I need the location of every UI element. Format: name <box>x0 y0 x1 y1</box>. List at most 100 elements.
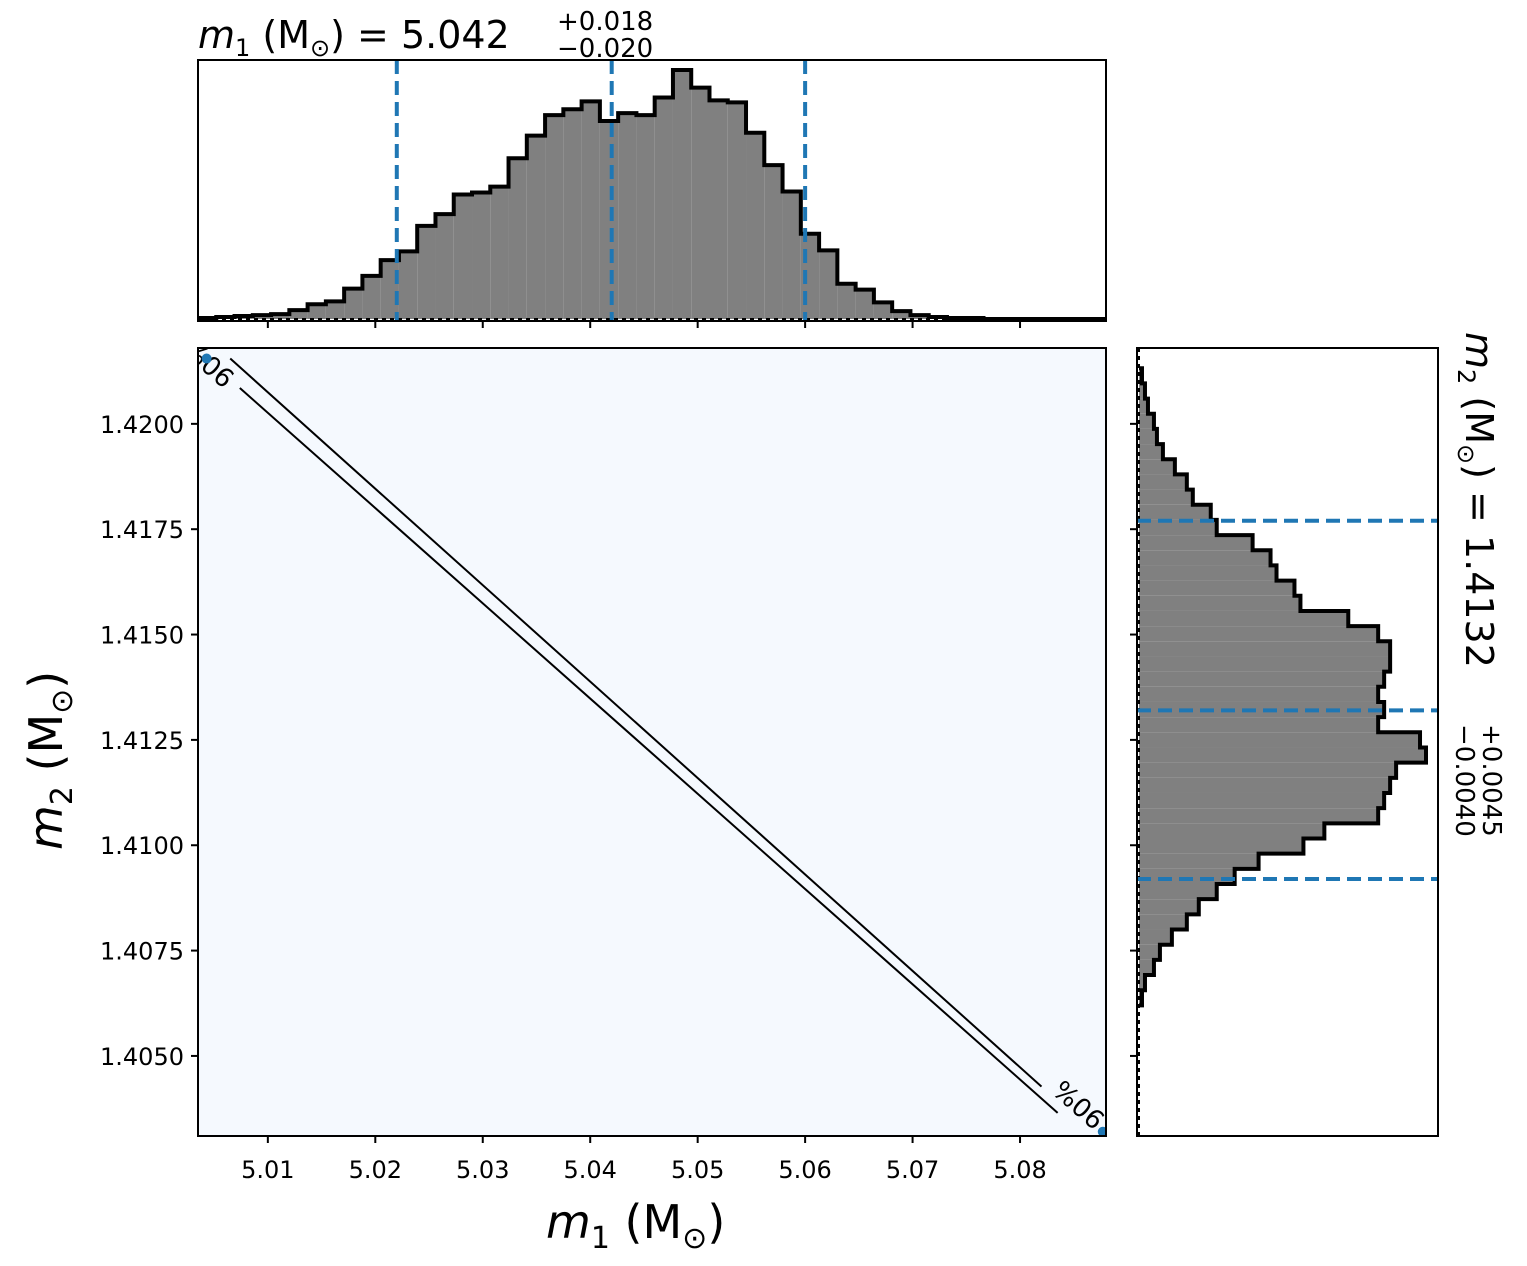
m1-histogram-bar <box>727 102 747 319</box>
m2-histogram-bar <box>1139 444 1163 460</box>
m2-histogram-bar <box>1139 428 1157 445</box>
m1-histogram-bar <box>746 132 765 319</box>
m2-histogram-bar <box>1139 747 1426 763</box>
m2-histogram-bar <box>1139 899 1199 915</box>
contour-90-line <box>205 357 1059 1114</box>
m2-histogram-bar <box>1139 383 1145 399</box>
m2-histogram-bar <box>1139 732 1421 748</box>
m2-histogram-bar <box>1139 626 1379 642</box>
m1-histogram-bar <box>472 192 491 319</box>
m2-histogram-bar <box>1139 489 1193 505</box>
m1-histogram-bar <box>819 250 838 319</box>
m1-histogram-bar <box>508 158 527 319</box>
m1-histogram-outline <box>198 68 1106 321</box>
m1-histogram-bar <box>873 302 893 319</box>
m1-histogram-bar <box>654 97 673 319</box>
y-tick-label: 1.4150 <box>100 622 184 650</box>
m1-histogram-bar <box>764 165 783 319</box>
y-tick-label: 1.4050 <box>100 1043 184 1071</box>
m2-histogram-bar <box>1139 519 1217 536</box>
m2-histogram-bar <box>1139 914 1187 930</box>
m1-title-lower-err: −0.020 <box>557 34 653 64</box>
x-tick-label: 5.06 <box>778 1156 831 1184</box>
m1-m2-scatter-panel: 90%90% 5.015.025.035.045.055.065.075.08 … <box>100 347 1107 1184</box>
m2-histogram-bar <box>1139 474 1187 490</box>
m1-histogram-bar <box>344 288 363 319</box>
main-panel-background <box>198 348 1106 1136</box>
m2-histogram-bar <box>1139 413 1154 429</box>
m2-histogram-bar <box>1139 565 1277 581</box>
m1-histogram-bar <box>289 310 308 319</box>
m1-histogram-bar <box>855 289 874 319</box>
x-tick-label: 5.05 <box>671 1156 724 1184</box>
m2-histogram-bar <box>1139 838 1304 854</box>
x-tick-label: 5.03 <box>456 1156 509 1184</box>
contour-label-bg <box>1039 1065 1106 1136</box>
y-axis-label: m2 (M⊙) <box>19 671 80 850</box>
m1-histogram-bar <box>709 100 728 319</box>
y-tick-label: 1.4075 <box>100 938 184 966</box>
m1-histogram-bar <box>398 251 418 319</box>
x-tick-label: 5.02 <box>349 1156 402 1184</box>
m1-histogram-bar <box>672 70 692 319</box>
m1-histogram-bar <box>837 283 856 319</box>
m2-histogram-panel <box>1130 347 1439 1137</box>
m2-histogram-bar <box>1139 398 1148 414</box>
main-panel-frame <box>197 347 1107 1137</box>
x-tick-label: 5.01 <box>241 1156 294 1184</box>
right-panel-frame <box>1136 347 1439 1137</box>
m2-histogram-bar <box>1139 459 1175 475</box>
m2-histogram-bar <box>1139 884 1217 900</box>
corner-mark <box>201 353 212 364</box>
m2-histogram-bar <box>1139 671 1385 687</box>
x-tick-label: 5.08 <box>993 1156 1046 1184</box>
m2-title-lower-err: −0.0040 <box>1449 724 1479 837</box>
m1-histogram-bar <box>545 115 564 320</box>
m2-histogram-bar <box>1139 808 1379 824</box>
m2-title: m2 (M⊙) = 1.4132 <box>1452 332 1501 668</box>
m2-histogram-bar <box>1139 641 1391 657</box>
y-tick-label: 1.4100 <box>100 832 184 860</box>
x-tick-label: 5.07 <box>886 1156 939 1184</box>
m2-histogram-bar <box>1139 686 1379 702</box>
m2-histogram-bar <box>1139 580 1295 596</box>
m1-histogram-bar <box>581 101 600 319</box>
m2-histogram-bar <box>1139 868 1235 885</box>
m1-histogram-bar <box>599 120 619 319</box>
m1-histogram-bar <box>435 214 454 319</box>
m2-histogram-bar <box>1139 610 1349 627</box>
m1-histogram-panel <box>197 59 1107 328</box>
x-axis-label: m1 (M⊙) <box>546 1195 725 1256</box>
m1-title-upper-err: +0.018 <box>557 7 653 37</box>
corner-mark <box>1097 1126 1106 1136</box>
m1-histogram-bar <box>618 113 637 320</box>
y-tick-label: 1.4200 <box>100 411 184 439</box>
m2-histogram-bar <box>1139 762 1397 778</box>
m1-histogram-bar <box>636 115 655 320</box>
m2-histogram-bar <box>1139 853 1259 869</box>
m2-histogram-bar <box>1139 595 1301 611</box>
m1-histogram-bar <box>892 311 911 319</box>
m1-histogram-bar <box>782 191 801 319</box>
m2-histogram-bar <box>1139 717 1379 733</box>
y-tick-label: 1.4125 <box>100 727 184 755</box>
m2-histogram-bar <box>1139 929 1172 945</box>
m2-histogram-bar <box>1139 656 1391 672</box>
m2-histogram-bar <box>1139 792 1385 809</box>
m1-histogram-bar <box>490 186 509 319</box>
contour-90-line <box>229 357 1070 1112</box>
m2-histogram-bar <box>1139 504 1211 520</box>
m1-title: m1 (M⊙) = 5.042 <box>198 13 510 62</box>
m2-histogram-bar <box>1139 823 1325 839</box>
m2-histogram-bar <box>1139 944 1160 960</box>
top-panel-frame <box>197 59 1107 322</box>
m2-histogram-bar <box>1139 701 1385 718</box>
m2-title-upper-err: +0.0045 <box>1476 724 1506 837</box>
m1-histogram-bar <box>307 304 326 319</box>
m2-histogram-bar <box>1139 777 1391 793</box>
x-tick-label: 5.04 <box>563 1156 616 1184</box>
m1-histogram-bar <box>563 109 582 319</box>
m1-histogram-bar <box>453 194 473 319</box>
m2-histogram-bar <box>1139 550 1271 566</box>
